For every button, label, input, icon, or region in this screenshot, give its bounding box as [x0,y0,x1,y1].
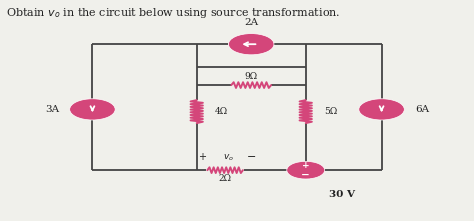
Text: $v_o$: $v_o$ [223,152,235,163]
Text: 30 V: 30 V [329,190,356,199]
Text: 4Ω: 4Ω [215,107,228,116]
Text: 5Ω: 5Ω [324,107,337,116]
Text: 3A: 3A [45,105,59,114]
Text: 6A: 6A [415,105,429,114]
Text: −: − [301,170,310,180]
Text: Obtain $v_o$ in the circuit below using source transformation.: Obtain $v_o$ in the circuit below using … [6,6,340,19]
Text: 2A: 2A [244,18,258,27]
Circle shape [70,99,115,120]
Text: +: + [199,152,206,162]
Text: 9Ω: 9Ω [245,72,258,81]
Circle shape [287,161,325,179]
Circle shape [359,99,404,120]
Text: −: − [246,152,256,162]
Text: +: + [302,161,310,170]
Text: 2Ω: 2Ω [219,174,232,183]
Circle shape [228,34,274,55]
